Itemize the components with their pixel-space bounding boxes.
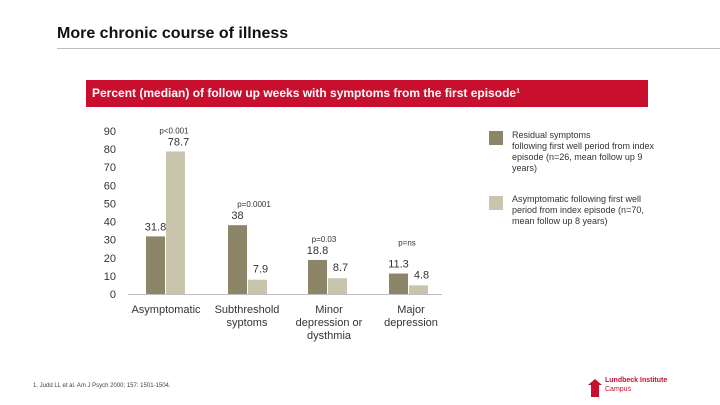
data-label-asymptomatic-0: 78.7: [168, 136, 189, 148]
bar-asymptomatic-1: [248, 279, 267, 294]
category-label-2-1: depression or: [296, 317, 363, 329]
legend-desc-residual: following first well period from index e…: [512, 141, 655, 173]
category-label-0-0: Asymptomatic: [131, 304, 201, 316]
legend-name-asymptomatic: Asymptomatic following first well period…: [512, 194, 644, 226]
slide-title: More chronic course of illness: [57, 25, 289, 42]
lundbeck-logo-mark-icon: [588, 379, 602, 397]
p-value-label-0: p<0.001: [159, 126, 189, 135]
data-label-asymptomatic-1: 7.9: [253, 264, 268, 276]
chart-title-banner: Percent (median) of follow up weeks with…: [86, 80, 648, 107]
bar-residual-3: [389, 273, 408, 294]
category-label-1-0: Subthreshold: [215, 304, 280, 316]
category-label-1-1: syptoms: [227, 317, 268, 329]
title-rule: [57, 48, 720, 49]
legend-swatch-residual: [489, 131, 503, 145]
bar-asymptomatic-2: [328, 278, 347, 294]
y-tick-label-30: 30: [104, 235, 116, 247]
y-tick-label-60: 60: [104, 180, 116, 192]
y-tick-label-70: 70: [104, 162, 116, 174]
logo-name: Lundbeck Institute: [605, 377, 668, 384]
legend-name-residual: Residual symptoms: [512, 130, 591, 140]
data-label-asymptomatic-3: 4.8: [414, 269, 429, 281]
chart-title: Percent (median) of follow up weeks with…: [92, 86, 521, 100]
y-tick-label-80: 80: [104, 144, 116, 156]
data-label-asymptomatic-2: 8.7: [333, 262, 348, 274]
p-value-label-2: p=0.03: [312, 235, 337, 244]
category-label-2-2: dysthmia: [307, 330, 352, 342]
data-label-residual-3: 11.3: [388, 259, 409, 271]
logo-sub: Campus: [605, 386, 632, 393]
y-tick-label-40: 40: [104, 217, 116, 229]
y-tick-label-90: 90: [104, 126, 116, 138]
bar-asymptomatic-3: [409, 285, 428, 294]
legend-entry-asymptomatic: Asymptomatic following first well period…: [512, 194, 647, 227]
category-label-3-1: depression: [384, 317, 438, 329]
footnote: 1. Judd LL et al. Am J Psych 2000; 157: …: [33, 383, 171, 389]
data-label-residual-1: 38: [231, 210, 243, 222]
y-tick-label-0: 0: [110, 289, 116, 301]
bar-residual-0: [146, 236, 165, 294]
bar-asymptomatic-0: [166, 151, 185, 294]
y-tick-label-50: 50: [104, 198, 116, 210]
legend-swatch-asymptomatic: [489, 196, 503, 210]
data-label-residual-2: 18.8: [307, 245, 328, 257]
y-tick-label-20: 20: [104, 253, 116, 265]
category-label-2-0: Minor: [315, 304, 343, 316]
bar-residual-2: [308, 259, 327, 294]
p-value-label-1: p=0.0001: [237, 200, 271, 209]
bar-residual-1: [228, 225, 247, 294]
legend-entry-residual: Residual symptoms following first well p…: [512, 130, 662, 174]
data-label-residual-0: 31.8: [145, 221, 166, 233]
y-tick-label-10: 10: [104, 271, 116, 283]
p-value-label-3: p=ns: [398, 239, 416, 248]
category-label-3-0: Major: [397, 304, 425, 316]
lundbeck-logo[interactable]: Lundbeck Institute Campus: [588, 377, 708, 399]
